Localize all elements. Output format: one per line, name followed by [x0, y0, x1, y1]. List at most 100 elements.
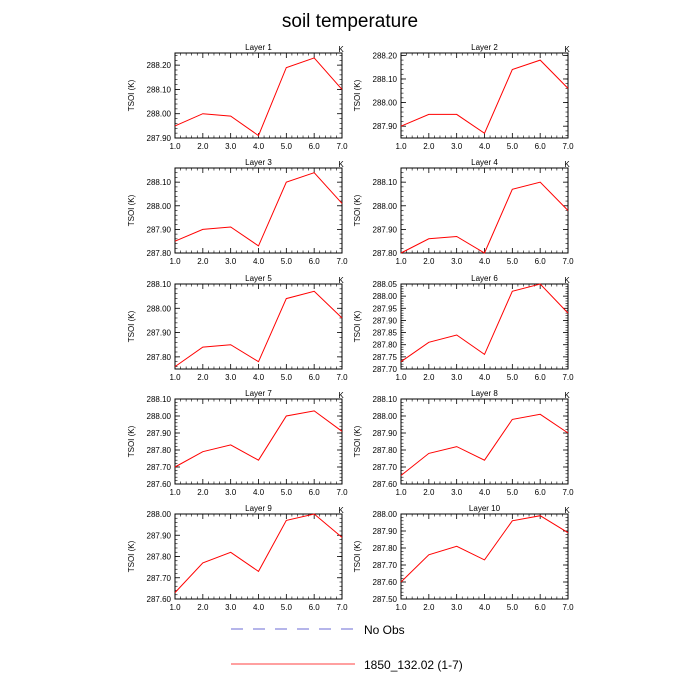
panel-title: Layer 5: [245, 274, 272, 283]
x-tick-label: 4.0: [479, 142, 491, 151]
x-tick-label: 6.0: [535, 488, 547, 497]
x-tick-label: 1.0: [395, 603, 407, 612]
panel-layer-5: Layer 5 K TSOI (K) 1.0 2.0 3.0 4.0 5.0 6.0 7.0 287…: [127, 274, 348, 382]
x-tick-label: 1.0: [169, 488, 181, 497]
y-tick-label: 288.10: [373, 395, 398, 404]
x-tick-label: 2.0: [423, 603, 435, 612]
series-line: [400, 515, 569, 583]
x-tick-label: 6.0: [535, 373, 547, 382]
x-tick-label: 3.0: [451, 488, 463, 497]
units-label: K: [564, 160, 570, 169]
x-tick-label: 2.0: [423, 373, 435, 382]
x-tick-label: 5.0: [507, 142, 519, 151]
series-line: [174, 172, 343, 247]
x-tick-label: 5.0: [281, 142, 293, 151]
x-tick-label: 6.0: [309, 257, 321, 266]
y-tick-label: 288.00: [373, 412, 398, 421]
y-tick-label: 287.60: [147, 595, 172, 604]
y-tick-label: 287.90: [147, 531, 172, 540]
y-tick-label: 287.70: [373, 463, 398, 472]
x-tick-label: 5.0: [281, 603, 293, 612]
y-tick-label: 288.20: [373, 51, 398, 60]
x-tick-label: 3.0: [451, 373, 463, 382]
x-tick-label: 4.0: [253, 257, 265, 266]
y-tick-label: 288.00: [147, 412, 172, 421]
series-line: [174, 57, 343, 137]
y-tick-label: 287.80: [373, 544, 398, 553]
plot-frame: [400, 513, 569, 600]
units-label: K: [338, 45, 344, 54]
x-tick-label: 3.0: [225, 603, 237, 612]
y-tick-label: 288.00: [373, 510, 398, 519]
x-tick-label: 2.0: [423, 488, 435, 497]
x-tick-label: 3.0: [451, 603, 463, 612]
y-tick-label: 287.80: [147, 249, 172, 258]
y-tick-label: 287.90: [373, 527, 398, 536]
units-label: K: [338, 506, 344, 515]
series-line: [400, 181, 569, 254]
panel-title: Layer 3: [245, 158, 272, 167]
y-tick-label: 287.70: [373, 365, 398, 374]
x-tick-label: 7.0: [336, 603, 348, 612]
y-axis-label: TSOI (K): [353, 540, 362, 572]
y-tick-label: 287.80: [373, 341, 398, 350]
x-tick-label: 1.0: [395, 373, 407, 382]
y-tick-label: 287.90: [373, 122, 398, 131]
panel-title: Layer 2: [471, 43, 498, 52]
x-tick-label: 7.0: [562, 142, 574, 151]
legend-model-label: 1850_132.02 (1-7): [364, 658, 463, 672]
y-tick-label: 287.80: [147, 353, 172, 362]
x-tick-label: 1.0: [169, 142, 181, 151]
y-tick-label: 287.60: [373, 578, 398, 587]
units-label: K: [338, 391, 344, 400]
x-tick-label: 7.0: [562, 488, 574, 497]
x-tick-label: 2.0: [197, 488, 209, 497]
y-tick-label: 288.05: [373, 280, 398, 289]
y-tick-label: 287.70: [373, 561, 398, 570]
y-tick-label: 288.10: [373, 178, 398, 187]
y-tick-label: 287.75: [373, 353, 398, 362]
units-label: K: [564, 391, 570, 400]
x-tick-label: 7.0: [562, 373, 574, 382]
x-tick-label: 6.0: [535, 142, 547, 151]
x-tick-label: 3.0: [225, 142, 237, 151]
panel-layer-1: Layer 1 K TSOI (K) 1.0 2.0 3.0 4.0 5.0 6.0 7.0 287…: [127, 43, 348, 151]
panel-layer-9: Layer 9 K TSOI (K) 1.0 2.0 3.0 4.0 5.0 6.0 7.0 287…: [127, 504, 348, 612]
x-tick-label: 3.0: [225, 373, 237, 382]
x-tick-label: 1.0: [395, 488, 407, 497]
y-tick-label: 288.00: [373, 292, 398, 301]
x-tick-label: 1.0: [395, 142, 407, 151]
x-tick-label: 6.0: [309, 488, 321, 497]
y-tick-label: 288.00: [147, 304, 172, 313]
x-tick-label: 2.0: [423, 257, 435, 266]
y-axis-label: TSOI (K): [353, 425, 362, 457]
y-tick-label: 288.00: [373, 99, 398, 108]
y-tick-label: 287.80: [147, 553, 172, 562]
x-tick-label: 1.0: [169, 603, 181, 612]
y-tick-label: 287.90: [147, 329, 172, 338]
x-tick-label: 3.0: [451, 257, 463, 266]
series-line: [174, 513, 343, 593]
series-line: [174, 290, 343, 368]
x-tick-label: 6.0: [535, 603, 547, 612]
y-tick-label: 288.00: [147, 510, 172, 519]
y-axis-label: TSOI (K): [127, 79, 136, 111]
x-tick-label: 7.0: [336, 488, 348, 497]
y-axis-label: TSOI (K): [127, 425, 136, 457]
panel-title: Layer 9: [245, 504, 272, 513]
panel-layer-4: Layer 4 K TSOI (K) 1.0 2.0 3.0 4.0 5.0 6.0 7.0 287…: [353, 158, 574, 266]
y-tick-label: 288.10: [147, 85, 172, 94]
x-tick-label: 5.0: [281, 373, 293, 382]
x-tick-label: 1.0: [169, 373, 181, 382]
x-tick-label: 4.0: [479, 257, 491, 266]
figure-title: soil temperature: [282, 11, 418, 32]
y-tick-label: 287.95: [373, 304, 398, 313]
plot-frame: [174, 283, 343, 370]
panel-grid: Layer 1 K TSOI (K) 1.0 2.0 3.0 4.0 5.0 6.0 7.0 287…: [127, 43, 574, 612]
x-tick-label: 2.0: [197, 373, 209, 382]
plot-frame: [174, 513, 343, 600]
panel-title: Layer 4: [471, 158, 498, 167]
plot-frame: [174, 52, 343, 139]
panel-layer-10: Layer 10 K TSOI (K) 1.0 2.0 3.0 4.0 5.0 6.0 7.0 28…: [353, 504, 574, 612]
